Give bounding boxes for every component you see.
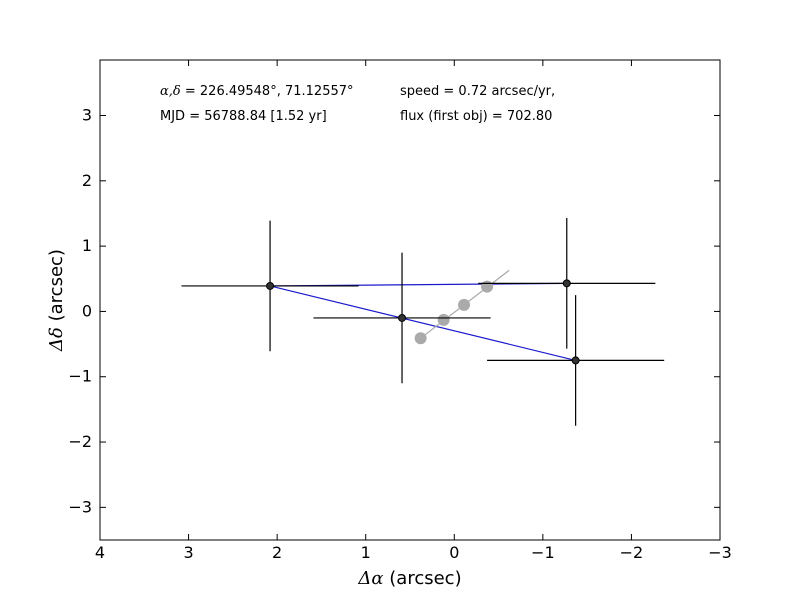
x-tick-label: 0 — [449, 543, 459, 562]
y-tick-label: 2 — [82, 171, 92, 190]
coords-annotation: α,δ = 226.49548°, 71.12557° — [160, 84, 354, 99]
x-tick-label: 4 — [95, 543, 105, 562]
model-point — [458, 298, 471, 311]
plot-area — [100, 60, 720, 540]
observation-point — [398, 313, 407, 322]
x-axis-symbol: Δα — [357, 568, 383, 589]
observation-point — [266, 281, 275, 290]
x-tick-label: 1 — [361, 543, 371, 562]
data-layer — [181, 218, 665, 426]
flux-annotation: flux (first obj) = 702.80 — [400, 109, 552, 124]
x-tick-label: 2 — [272, 543, 282, 562]
x-tick-label: −2 — [620, 543, 644, 562]
y-tick-label: 1 — [82, 236, 92, 255]
model-point — [414, 332, 427, 345]
y-tick-label: 3 — [82, 106, 92, 125]
blue-connecting-line — [269, 285, 576, 361]
y-axis-label: Δδ (arcsec) — [46, 249, 67, 352]
y-axis-unit: (arcsec) — [46, 249, 67, 327]
coords-symbol: α,δ — [160, 84, 181, 99]
y-tick-label: 0 — [82, 301, 92, 320]
y-tick-label: −2 — [68, 432, 92, 451]
observation-point — [562, 279, 571, 288]
x-axis-unit: (arcsec) — [384, 568, 462, 589]
observation-point — [571, 356, 580, 365]
mjd-annotation: MJD = 56788.84 [1.52 yr] — [160, 109, 327, 124]
model-point — [437, 313, 450, 326]
model-point — [481, 280, 494, 293]
x-tick-label: 3 — [183, 543, 193, 562]
plot-frame — [99, 59, 721, 541]
x-axis-label: Δα (arcsec) — [357, 568, 461, 589]
y-axis-symbol: Δδ — [46, 327, 67, 352]
speed-annotation: speed = 0.72 arcsec/yr, — [400, 84, 555, 99]
x-tick-label: −3 — [708, 543, 732, 562]
x-tick-label: −1 — [531, 543, 555, 562]
y-tick-label: −3 — [68, 497, 92, 516]
tick-layer: 4 3 2 1 0 −1 −2 −3 3 2 1 0 −1 −2 −3 — [68, 60, 732, 562]
coords-value: = 226.49548°, 71.12557° — [181, 84, 354, 99]
y-tick-label: −1 — [68, 367, 92, 386]
